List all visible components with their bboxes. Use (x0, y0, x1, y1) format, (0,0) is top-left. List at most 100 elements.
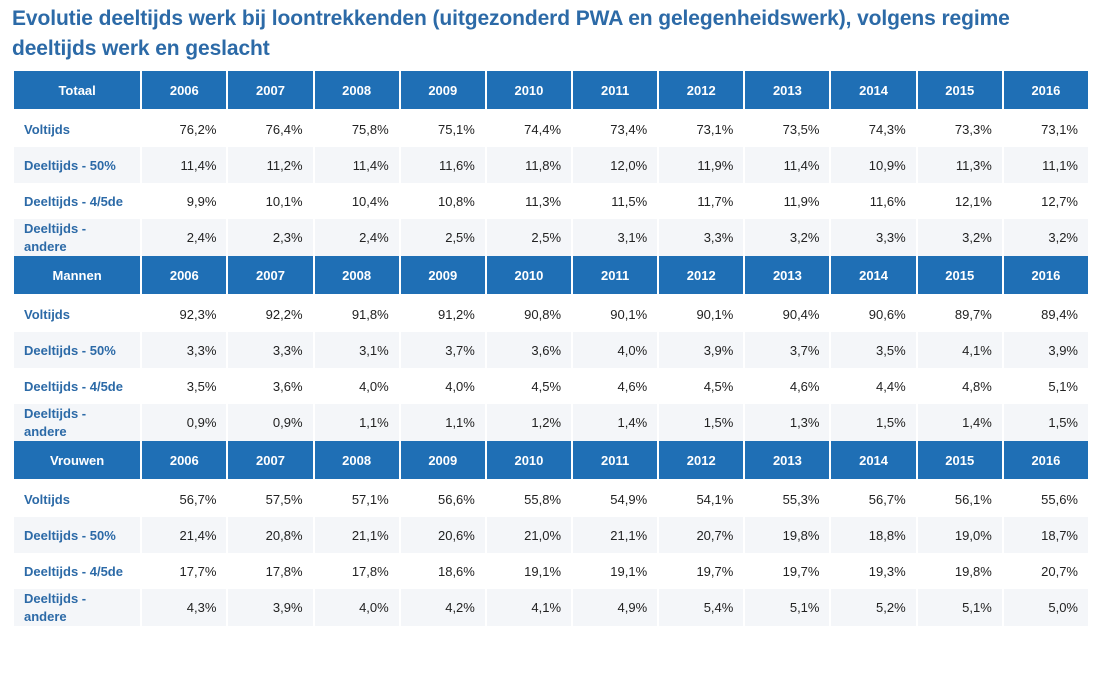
table-cell: 3,3% (228, 332, 313, 368)
year-header: 2014 (831, 256, 916, 296)
table-cell: 4,4% (831, 368, 916, 404)
table-cell: 1,5% (831, 404, 916, 441)
table-cell: 55,6% (1003, 481, 1088, 517)
table-row: Deeltijds - andere 0,9% 0,9% 1,1% 1,1% 1,2% 1,… (14, 404, 1088, 441)
table-cell: 4,6% (745, 368, 830, 404)
year-header: 2007 (228, 256, 313, 296)
table-cell: 3,6% (228, 368, 313, 404)
table-cell: 73,1% (1003, 111, 1088, 147)
table-cell: 19,7% (659, 553, 744, 589)
table-cell: 3,3% (659, 219, 744, 256)
section-title: Mannen (14, 256, 141, 296)
table-cell: 4,1% (486, 589, 572, 626)
table-cell: 5,1% (1003, 368, 1088, 404)
table-cell: 20,7% (1003, 553, 1088, 589)
table-cell: 19,1% (573, 553, 658, 589)
table-cell: 11,4% (142, 147, 227, 183)
row-label: Deeltijds - andere (14, 589, 141, 626)
section-header-row: Vrouwen 2006 2007 2008 2009 2010 2011 2012 2013 2… (14, 441, 1088, 481)
row-label: Deeltijds - 50% (14, 517, 141, 553)
table-cell: 3,7% (400, 332, 485, 368)
table-cell: 19,8% (917, 553, 1002, 589)
table-cell: 0,9% (142, 404, 227, 441)
year-header: 2011 (573, 256, 658, 296)
table-row: Voltijds 56,7% 57,5% 57,1% 56,6% 55,8% 54,9% 54… (14, 481, 1088, 517)
table-cell: 75,8% (314, 111, 399, 147)
table-cell: 19,0% (917, 517, 1002, 553)
table-cell: 3,2% (745, 219, 830, 256)
table-cell: 73,4% (573, 111, 658, 147)
table-cell: 2,4% (314, 219, 399, 256)
table-cell: 10,1% (228, 183, 313, 219)
table-cell: 3,5% (142, 368, 227, 404)
table-row: Deeltijds - 4/5de 3,5% 3,6% 4,0% 4,0% 4,5% 4,6… (14, 368, 1088, 404)
year-header: 2006 (142, 441, 227, 481)
table-cell: 3,3% (142, 332, 227, 368)
table-cell: 54,9% (573, 481, 658, 517)
table-row: Deeltijds - andere 2,4% 2,3% 2,4% 2,5% 2,5% 3,… (14, 219, 1088, 256)
table-cell: 4,0% (573, 332, 658, 368)
table-cell: 56,1% (917, 481, 1002, 517)
table-cell: 11,3% (486, 183, 572, 219)
table-row: Voltijds 76,2% 76,4% 75,8% 75,1% 74,4% 73,4% 73… (14, 111, 1088, 147)
table-cell: 54,1% (659, 481, 744, 517)
table-cell: 12,1% (917, 183, 1002, 219)
table-cell: 11,2% (228, 147, 313, 183)
table-cell: 12,7% (1003, 183, 1088, 219)
row-label: Voltijds (14, 481, 141, 517)
table-cell: 19,8% (745, 517, 830, 553)
table-cell: 90,4% (745, 296, 830, 332)
table-cell: 18,6% (400, 553, 485, 589)
table-cell: 10,8% (400, 183, 485, 219)
row-label: Deeltijds - 4/5de (14, 553, 141, 589)
table-cell: 21,1% (573, 517, 658, 553)
row-label: Voltijds (14, 296, 141, 332)
year-header: 2007 (228, 71, 313, 111)
table-cell: 19,1% (486, 553, 572, 589)
table-cell: 20,7% (659, 517, 744, 553)
table-cell: 3,1% (314, 332, 399, 368)
page-title: Evolutie deeltijds werk bij loontrekkend… (12, 7, 1010, 60)
table-cell: 57,5% (228, 481, 313, 517)
table-cell: 56,6% (400, 481, 485, 517)
table-row: Deeltijds - 50% 3,3% 3,3% 3,1% 3,7% 3,6% 4,0% 3… (14, 332, 1088, 368)
table-cell: 75,1% (400, 111, 485, 147)
table-cell: 0,9% (228, 404, 313, 441)
table-cell: 73,3% (917, 111, 1002, 147)
table-cell: 18,7% (1003, 517, 1088, 553)
table-row: Deeltijds - 4/5de 9,9% 10,1% 10,4% 10,8% 11,3… (14, 183, 1088, 219)
table-cell: 3,2% (1003, 219, 1088, 256)
table-cell: 3,7% (745, 332, 830, 368)
table-cell: 5,2% (831, 589, 916, 626)
table-cell: 11,4% (745, 147, 830, 183)
table-cell: 3,2% (917, 219, 1002, 256)
table-cell: 1,1% (400, 404, 485, 441)
year-header: 2006 (142, 71, 227, 111)
table-cell: 9,9% (142, 183, 227, 219)
table-cell: 1,2% (486, 404, 572, 441)
year-header: 2016 (1003, 256, 1088, 296)
table-cell: 4,2% (400, 589, 485, 626)
table-cell: 73,1% (659, 111, 744, 147)
year-header: 2010 (486, 71, 572, 111)
table-cell: 4,0% (314, 589, 399, 626)
table-cell: 90,1% (573, 296, 658, 332)
table-cell: 92,2% (228, 296, 313, 332)
table-cell: 21,0% (486, 517, 572, 553)
table-cell: 89,7% (917, 296, 1002, 332)
table-cell: 12,0% (573, 147, 658, 183)
table-cell: 21,1% (314, 517, 399, 553)
table-cell: 1,4% (917, 404, 1002, 441)
table-row: Voltijds 92,3% 92,2% 91,8% 91,2% 90,8% 90,1% 90… (14, 296, 1088, 332)
table-row: Deeltijds - 50% 11,4% 11,2% 11,4% 11,6% 11,8%… (14, 147, 1088, 183)
table-row: Deeltijds - 50% 21,4% 20,8% 21,1% 20,6% 21,0%… (14, 517, 1088, 553)
table-cell: 2,3% (228, 219, 313, 256)
table-cell: 19,3% (831, 553, 916, 589)
table-cell: 55,3% (745, 481, 830, 517)
table-cell: 89,4% (1003, 296, 1088, 332)
table-cell: 1,5% (1003, 404, 1088, 441)
table-cell: 5,1% (917, 589, 1002, 626)
section-header-row: Totaal 2006 2007 2008 2009 2010 2011 2012 2013 20… (14, 71, 1088, 111)
year-header: 2011 (573, 71, 658, 111)
